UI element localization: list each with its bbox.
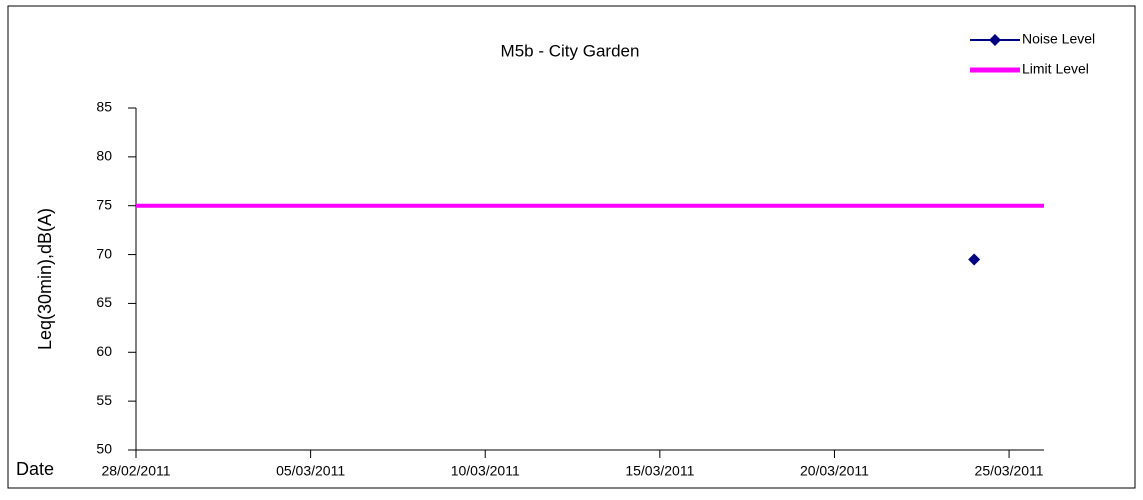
- chart-title: M5b - City Garden: [501, 41, 640, 60]
- legend-label: Limit Level: [1022, 61, 1089, 77]
- legend-marker: [989, 34, 1001, 46]
- x-tick-label: 10/03/2011: [451, 463, 520, 479]
- data-point: [968, 253, 981, 266]
- y-tick-label: 60: [96, 343, 112, 359]
- y-axis-title: Leq(30min),dB(A): [35, 208, 55, 350]
- chart-border: [7, 5, 1136, 489]
- x-tick-label: 20/03/2011: [800, 463, 869, 479]
- x-tick-label: 25/03/2011: [975, 463, 1044, 479]
- legend-label: Noise Level: [1022, 31, 1095, 47]
- x-tick-label: 28/02/2011: [101, 463, 170, 479]
- y-tick-label: 70: [96, 245, 112, 261]
- y-tick-label: 75: [96, 196, 112, 212]
- y-tick-label: 80: [96, 148, 112, 164]
- x-axis-title: Date: [16, 459, 54, 479]
- x-tick-label: 15/03/2011: [625, 463, 694, 479]
- y-tick-label: 55: [96, 392, 112, 408]
- y-tick-label: 85: [96, 99, 112, 115]
- y-tick-label: 50: [96, 441, 112, 457]
- y-tick-label: 65: [96, 294, 112, 310]
- x-tick-label: 05/03/2011: [276, 463, 345, 479]
